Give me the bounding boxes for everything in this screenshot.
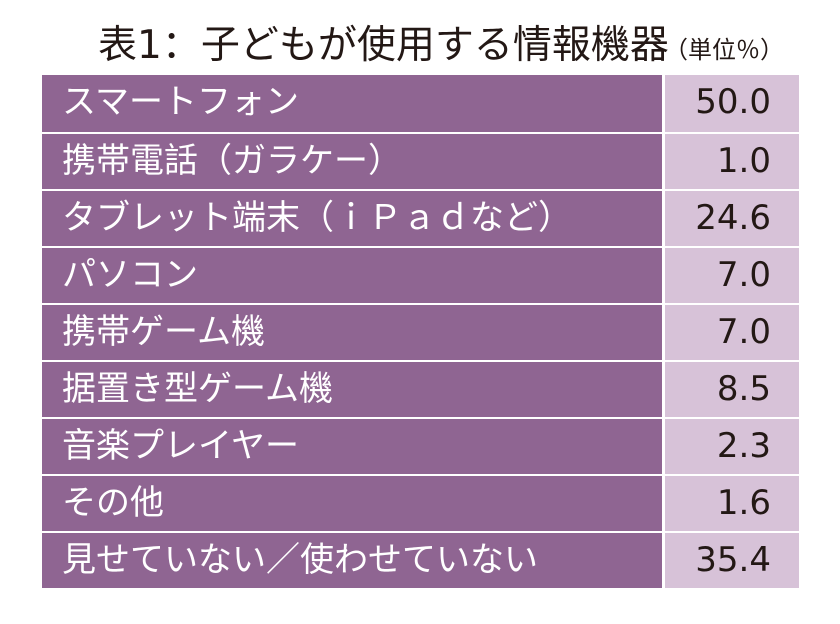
row-value: 7.0: [665, 248, 799, 303]
table-row: 見せていない／使わせていない 35.4: [42, 531, 799, 588]
table-row: 携帯ゲーム機 7.0: [42, 303, 799, 360]
row-value: 1.6: [665, 476, 799, 531]
table-row: パソコン 7.0: [42, 246, 799, 303]
row-label: 携帯電話（ガラケー）: [42, 134, 663, 189]
row-label: その他: [42, 476, 663, 531]
row-value: 24.6: [665, 191, 799, 246]
table-row: 音楽プレイヤー 2.3: [42, 417, 799, 474]
table-title: 表1：子どもが使用する情報機器: [98, 23, 669, 68]
row-value: 8.5: [665, 362, 799, 417]
table-row: タブレット端末（ｉＰａｄなど） 24.6: [42, 189, 799, 246]
row-label: スマートフォン: [42, 75, 663, 132]
row-value: 35.4: [665, 533, 799, 588]
table-row: その他 1.6: [42, 474, 799, 531]
row-label: 見せていない／使わせていない: [42, 533, 663, 588]
row-value: 1.0: [665, 134, 799, 189]
row-label: 据置き型ゲーム機: [42, 362, 663, 417]
row-label: パソコン: [42, 248, 663, 303]
table-row: スマートフォン 50.0: [42, 75, 799, 132]
table-row: 据置き型ゲーム機 8.5: [42, 360, 799, 417]
row-value: 7.0: [665, 305, 799, 360]
row-label: 携帯ゲーム機: [42, 305, 663, 360]
row-value: 2.3: [665, 419, 799, 474]
row-label: タブレット端末（ｉＰａｄなど）: [42, 191, 663, 246]
table-row: 携帯電話（ガラケー） 1.0: [42, 132, 799, 189]
row-value: 50.0: [665, 75, 799, 132]
device-usage-table: スマートフォン 50.0 携帯電話（ガラケー） 1.0 タブレット端末（ｉＰａｄ…: [42, 75, 799, 588]
row-label: 音楽プレイヤー: [42, 419, 663, 474]
unit-label: （単位％）: [664, 36, 784, 64]
